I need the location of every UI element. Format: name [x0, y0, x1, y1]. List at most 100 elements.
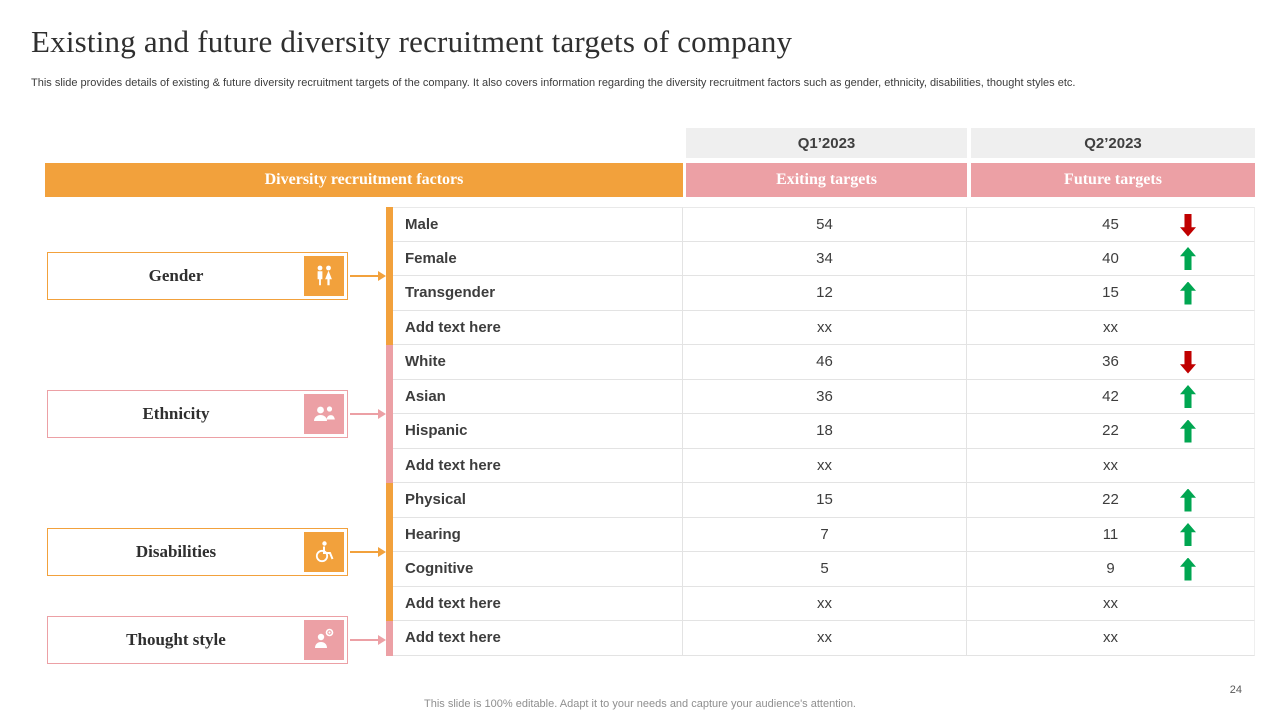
future-target-value: 22 [1102, 422, 1119, 440]
targets-table: Male 54 45 Female 34 40 Transgender 12 1… [386, 207, 1255, 656]
factor-column-header: Diversity recruitment factors [45, 163, 683, 197]
existing-target-value: 15 [683, 483, 967, 518]
table-row: Cognitive 5 9 [386, 552, 1255, 587]
quarter-header-q1: Q1’2023 [686, 128, 967, 158]
trend-arrow-icon [1180, 385, 1196, 408]
row-label: Add text here [393, 310, 683, 345]
table-row: Hearing 7 11 [386, 517, 1255, 552]
future-target-value: 9 [1106, 560, 1115, 578]
row-label: Add text here [393, 586, 683, 621]
group-accent-bar [386, 276, 393, 311]
future-target-value: 22 [1102, 491, 1119, 509]
group-accent-bar [386, 414, 393, 449]
table-row: Add text here xx xx [386, 448, 1255, 483]
table-row: Add text here xx xx [386, 586, 1255, 621]
row-label: Transgender [393, 276, 683, 311]
connector-arrow [350, 270, 386, 281]
row-label: Physical [393, 483, 683, 518]
future-target-value: xx [1103, 456, 1118, 474]
future-target-value: 11 [1102, 525, 1119, 543]
category-box-ethnicity: Ethnicity [47, 390, 348, 438]
existing-target-value: xx [683, 621, 967, 656]
group-accent-bar [386, 621, 393, 656]
future-target-cell: 22 [967, 483, 1255, 518]
row-label: Hearing [393, 517, 683, 552]
disabilities-icon [304, 532, 344, 572]
future-target-cell: 36 [967, 345, 1255, 380]
trend-arrow-icon [1180, 454, 1196, 477]
page-number: 24 [1229, 684, 1242, 696]
row-label: Cognitive [393, 552, 683, 587]
table-row: Male 54 45 [386, 207, 1255, 242]
future-target-value: 45 [1102, 215, 1119, 233]
group-accent-bar [386, 310, 393, 345]
connector-arrow [350, 546, 386, 557]
row-label: Add text here [393, 621, 683, 656]
connector-arrow [350, 408, 386, 419]
trend-arrow-icon [1180, 213, 1196, 237]
existing-target-value: 12 [683, 276, 967, 311]
existing-targets-header: Exiting targets [686, 163, 967, 197]
footer-note: This slide is 100% editable. Adapt it to… [424, 698, 856, 710]
trend-arrow-icon [1180, 419, 1196, 443]
existing-target-value: 5 [683, 552, 967, 587]
trend-arrow-icon [1180, 247, 1196, 270]
future-targets-header: Future targets [971, 163, 1255, 197]
trend-arrow-icon [1180, 488, 1196, 512]
existing-target-value: 54 [683, 207, 967, 242]
row-label: Female [393, 241, 683, 276]
trend-arrow-icon [1180, 557, 1196, 581]
existing-target-value: 36 [683, 379, 967, 414]
group-accent-bar [386, 552, 393, 587]
trend-arrow-icon [1180, 627, 1196, 650]
future-target-cell: 15 [967, 276, 1255, 311]
future-target-cell: 40 [967, 241, 1255, 276]
future-target-value: xx [1103, 629, 1118, 647]
group-accent-bar [386, 241, 393, 276]
future-target-value: xx [1103, 318, 1118, 336]
existing-target-value: 34 [683, 241, 967, 276]
table-row: Hispanic 18 22 [386, 414, 1255, 449]
category-label: Thought style [126, 630, 226, 649]
future-target-cell: xx [967, 448, 1255, 483]
category-label: Disabilities [135, 542, 217, 561]
future-target-cell: 42 [967, 379, 1255, 414]
future-target-value: 15 [1102, 284, 1119, 302]
trend-arrow-icon [1180, 316, 1196, 339]
trend-arrow-icon [1180, 592, 1196, 615]
table-row: Physical 15 22 [386, 483, 1255, 518]
future-target-value: 40 [1102, 249, 1119, 267]
group-accent-bar [386, 448, 393, 483]
row-label: Male [393, 207, 683, 242]
future-target-cell: xx [967, 586, 1255, 621]
group-accent-bar [386, 345, 393, 380]
group-accent-bar [386, 586, 393, 621]
row-label: Add text here [393, 448, 683, 483]
trend-arrow-icon [1180, 281, 1196, 305]
group-accent-bar [386, 379, 393, 414]
category-label: Gender [148, 266, 204, 285]
row-label: Hispanic [393, 414, 683, 449]
category-box-gender: Gender [47, 252, 348, 300]
table-row: White 46 36 [386, 345, 1255, 380]
connector-arrow [350, 634, 386, 645]
existing-target-value: 7 [683, 517, 967, 552]
future-target-value: 36 [1102, 353, 1119, 371]
page-title: Existing and future diversity recruitmen… [31, 24, 793, 59]
table-row: Add text here xx xx [386, 310, 1255, 345]
thought-style-icon [304, 620, 344, 660]
gender-icon [304, 256, 344, 296]
existing-target-value: xx [683, 586, 967, 621]
future-target-cell: xx [967, 621, 1255, 656]
future-target-cell: 11 [967, 517, 1255, 552]
row-label: Asian [393, 379, 683, 414]
ethnicity-icon [304, 394, 344, 434]
group-accent-bar [386, 207, 393, 242]
existing-target-value: xx [683, 310, 967, 345]
row-label: White [393, 345, 683, 380]
table-row: Asian 36 42 [386, 379, 1255, 414]
existing-target-value: 18 [683, 414, 967, 449]
future-target-cell: 9 [967, 552, 1255, 587]
future-target-cell: 22 [967, 414, 1255, 449]
